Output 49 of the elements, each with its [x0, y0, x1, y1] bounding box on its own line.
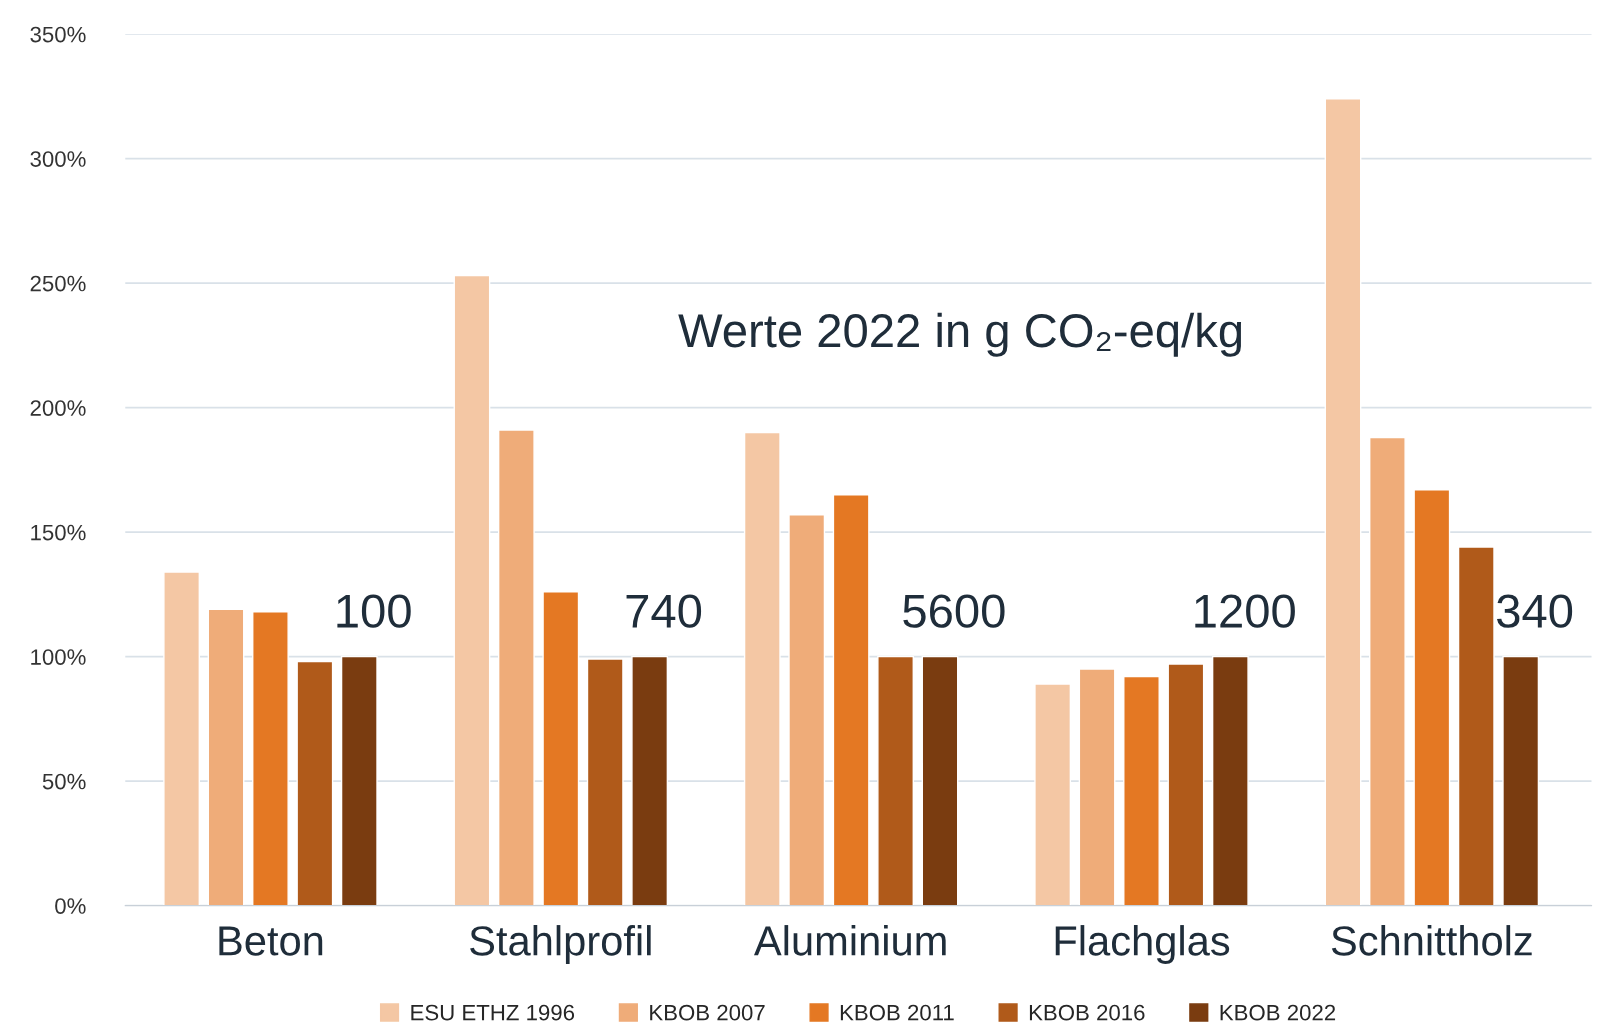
bar	[1457, 546, 1495, 906]
bar	[163, 571, 201, 906]
legend-label: KBOB 2022	[1220, 1004, 1336, 1021]
bar	[1034, 683, 1072, 906]
legend-label: ESU ETHZ 1996	[411, 1004, 575, 1021]
bar	[207, 608, 245, 906]
y-tick-label: 250%	[30, 275, 86, 292]
legend-label: KBOB 2007	[650, 1004, 765, 1021]
y-tick-label: 150%	[31, 524, 86, 541]
bar	[1369, 436, 1406, 906]
bar	[1167, 663, 1205, 906]
y-tick-label: 50%	[42, 773, 86, 790]
legend-label: KBOB 2011	[840, 1004, 954, 1021]
bar	[453, 274, 491, 906]
bar	[1502, 655, 1540, 906]
bar	[1324, 98, 1362, 906]
bar	[1413, 489, 1451, 906]
bar	[1211, 655, 1249, 906]
bar	[586, 658, 624, 906]
bar	[1123, 675, 1160, 906]
x-tick-label: Schnittholz	[1331, 925, 1532, 956]
x-tick-label: Stahlprofil	[470, 925, 651, 964]
legend-label: KBOB 2016	[1029, 1004, 1145, 1021]
bar	[497, 429, 535, 906]
x-tick-label: Aluminium	[753, 925, 946, 956]
y-tick-label: 100%	[31, 649, 86, 665]
bar	[921, 655, 959, 906]
y-tick-label: 200%	[30, 400, 86, 416]
bar	[877, 655, 914, 906]
annotation: 340	[1497, 594, 1573, 628]
x-tick-label: Beton	[219, 926, 323, 956]
bar	[252, 611, 289, 906]
annotation: 100	[337, 594, 411, 628]
bar	[542, 591, 580, 906]
bar	[340, 655, 378, 906]
annotation: 740	[626, 594, 702, 628]
bar	[631, 655, 669, 906]
annotation: 5600	[903, 594, 1005, 628]
bar	[832, 494, 870, 906]
y-tick-label: 0%	[55, 898, 86, 914]
y-tick-label: 300%	[30, 151, 86, 167]
bar	[296, 660, 334, 906]
bar	[788, 514, 826, 906]
bar	[743, 431, 781, 906]
bar	[1078, 668, 1116, 906]
y-tick-label: 350%	[30, 26, 86, 43]
annotation: 1200	[1195, 594, 1295, 628]
annotation: Werte 2022 in g CO₂-eq/kg	[678, 312, 1242, 357]
x-tick-label: Flachglas	[1055, 925, 1230, 964]
